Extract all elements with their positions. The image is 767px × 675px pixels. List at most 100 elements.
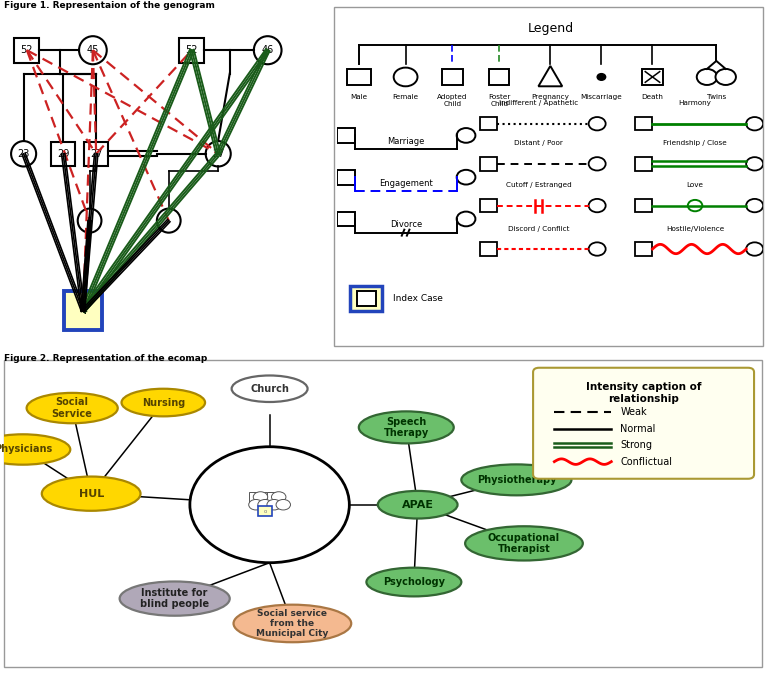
Text: 46: 46 [262,45,274,55]
FancyBboxPatch shape [635,199,653,212]
Text: Figure 1. Representaion of the genogram: Figure 1. Representaion of the genogram [4,1,215,10]
Circle shape [588,199,606,212]
FancyBboxPatch shape [635,117,653,130]
Circle shape [267,500,281,510]
Text: Male: Male [351,95,367,101]
Text: Legend: Legend [527,22,574,35]
Text: 52: 52 [186,45,198,55]
Text: Harmony: Harmony [679,101,712,107]
Text: Female: Female [393,95,419,101]
FancyBboxPatch shape [15,38,39,63]
Circle shape [456,211,476,226]
Text: Hostile/Violence: Hostile/Violence [666,225,724,232]
Text: Marriage: Marriage [387,137,425,146]
FancyBboxPatch shape [64,292,102,330]
Ellipse shape [120,581,230,616]
Text: Foster
Child: Foster Child [488,95,510,107]
Text: Friendship / Close: Friendship / Close [663,140,727,146]
Text: 27: 27 [90,148,103,159]
FancyBboxPatch shape [84,142,108,166]
FancyBboxPatch shape [480,199,497,212]
Circle shape [456,170,476,184]
FancyBboxPatch shape [357,291,376,306]
FancyBboxPatch shape [337,211,355,226]
Ellipse shape [465,526,583,560]
Circle shape [588,117,606,130]
Text: Pregnancy: Pregnancy [532,95,569,101]
Circle shape [11,141,36,167]
Text: 23: 23 [18,148,30,159]
Text: Death: Death [641,95,663,101]
Text: Social service
from the
Municipal City: Social service from the Municipal City [256,609,328,639]
FancyBboxPatch shape [347,69,370,85]
Circle shape [746,117,763,130]
FancyBboxPatch shape [351,286,382,310]
Text: 45: 45 [87,45,99,55]
FancyBboxPatch shape [268,492,281,502]
Text: Index Case: Index Case [393,294,443,303]
FancyBboxPatch shape [489,70,509,84]
Ellipse shape [41,477,140,511]
Text: 52: 52 [21,45,33,55]
Text: Conflictual: Conflictual [621,457,673,466]
Circle shape [272,491,286,502]
FancyBboxPatch shape [258,492,272,502]
Text: Miscarriage: Miscarriage [581,95,622,101]
Text: Adopted
Child: Adopted Child [437,95,468,107]
Text: Social
Service: Social Service [51,398,93,419]
Circle shape [157,209,180,233]
Circle shape [588,157,606,171]
Circle shape [77,209,101,233]
Ellipse shape [27,393,117,423]
Circle shape [597,74,606,80]
Text: Institute for
blind people: Institute for blind people [140,588,209,610]
Text: o: o [263,509,267,514]
Polygon shape [538,66,562,86]
Ellipse shape [461,464,571,495]
Circle shape [79,36,107,64]
Text: Nursing: Nursing [142,398,185,408]
Text: Love: Love [686,182,703,188]
Text: Strong: Strong [621,440,653,450]
Circle shape [746,199,763,212]
Text: Physiotherapy: Physiotherapy [476,475,556,485]
FancyBboxPatch shape [249,492,263,502]
FancyBboxPatch shape [337,170,355,184]
FancyBboxPatch shape [480,242,497,256]
Circle shape [206,141,231,167]
Text: Divorce: Divorce [390,221,422,230]
FancyBboxPatch shape [480,117,497,130]
Circle shape [190,447,349,563]
Ellipse shape [121,389,205,416]
FancyBboxPatch shape [258,506,272,516]
Ellipse shape [367,568,461,597]
Ellipse shape [378,491,458,518]
Circle shape [746,157,763,171]
Circle shape [393,68,417,86]
FancyBboxPatch shape [635,157,653,171]
Circle shape [258,500,272,510]
Circle shape [688,200,703,211]
Circle shape [696,69,717,85]
Text: HUL: HUL [78,489,104,499]
Text: Weak: Weak [621,407,647,417]
FancyBboxPatch shape [51,142,75,166]
Text: Occupational
Therapist: Occupational Therapist [488,533,560,554]
Text: Normal: Normal [621,423,656,433]
Circle shape [456,128,476,143]
FancyBboxPatch shape [480,157,497,171]
Text: Indifferent / Apathetic: Indifferent / Apathetic [499,101,578,107]
FancyBboxPatch shape [642,70,663,84]
Text: 4: 4 [79,304,87,317]
Ellipse shape [359,411,454,443]
Text: Figure 2. Representation of the ecomap: Figure 2. Representation of the ecomap [4,354,207,363]
FancyBboxPatch shape [179,38,204,63]
Text: Distant / Poor: Distant / Poor [514,140,563,146]
Text: 29: 29 [57,148,69,159]
FancyBboxPatch shape [337,128,355,143]
Circle shape [249,500,263,510]
Text: Discord / Conflict: Discord / Conflict [508,225,569,232]
FancyBboxPatch shape [635,242,653,256]
Text: Intensity caption of
relationship: Intensity caption of relationship [586,382,701,404]
Text: Church: Church [250,384,289,394]
